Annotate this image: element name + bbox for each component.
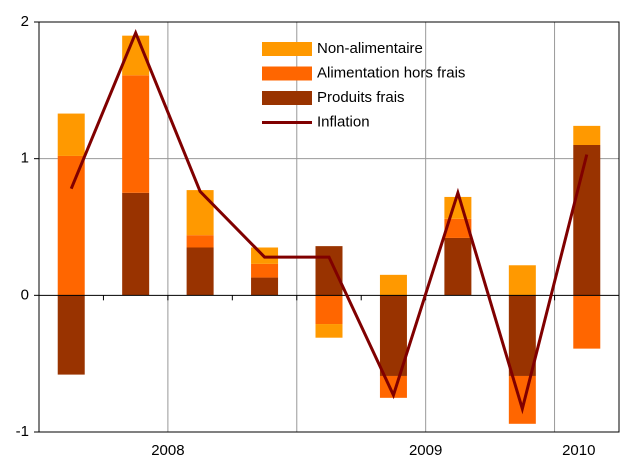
legend-swatch xyxy=(262,42,312,56)
line xyxy=(69,28,589,415)
bar xyxy=(186,190,214,236)
plot-frame xyxy=(38,21,620,433)
bar xyxy=(122,192,150,296)
x-tick-label: 2009 xyxy=(409,442,442,459)
bar xyxy=(251,277,279,296)
bar xyxy=(444,218,472,238)
bar xyxy=(315,295,343,325)
y-tick-label: 2 xyxy=(21,13,29,30)
bar xyxy=(508,265,536,296)
bar xyxy=(57,155,85,296)
bar xyxy=(315,246,343,296)
y-tick-label: 1 xyxy=(21,150,29,167)
bar xyxy=(508,375,536,424)
y-tick-label: 0 xyxy=(21,286,29,303)
bar xyxy=(573,295,601,349)
bar xyxy=(379,274,407,296)
bar xyxy=(508,295,536,376)
bar xyxy=(444,237,472,296)
bar xyxy=(573,125,601,145)
legend-label: Produits frais xyxy=(317,89,405,106)
bar xyxy=(57,113,85,156)
x-tick-label: 2010 xyxy=(562,442,595,459)
y-tick-label: -1 xyxy=(16,423,29,440)
bar xyxy=(315,324,343,338)
bar xyxy=(251,263,279,278)
bar xyxy=(57,295,85,375)
bar xyxy=(186,235,214,248)
legend-swatch xyxy=(262,91,312,105)
bar xyxy=(573,145,601,296)
bar xyxy=(444,196,472,219)
legend-label: Non-alimentaire xyxy=(317,40,423,57)
x-tick-label: 2008 xyxy=(151,442,184,459)
legend-label: Inflation xyxy=(317,113,370,130)
legend-label: Alimentation hors frais xyxy=(317,64,465,81)
bar xyxy=(122,75,150,193)
legend-swatch xyxy=(262,66,312,81)
bar xyxy=(186,247,214,296)
